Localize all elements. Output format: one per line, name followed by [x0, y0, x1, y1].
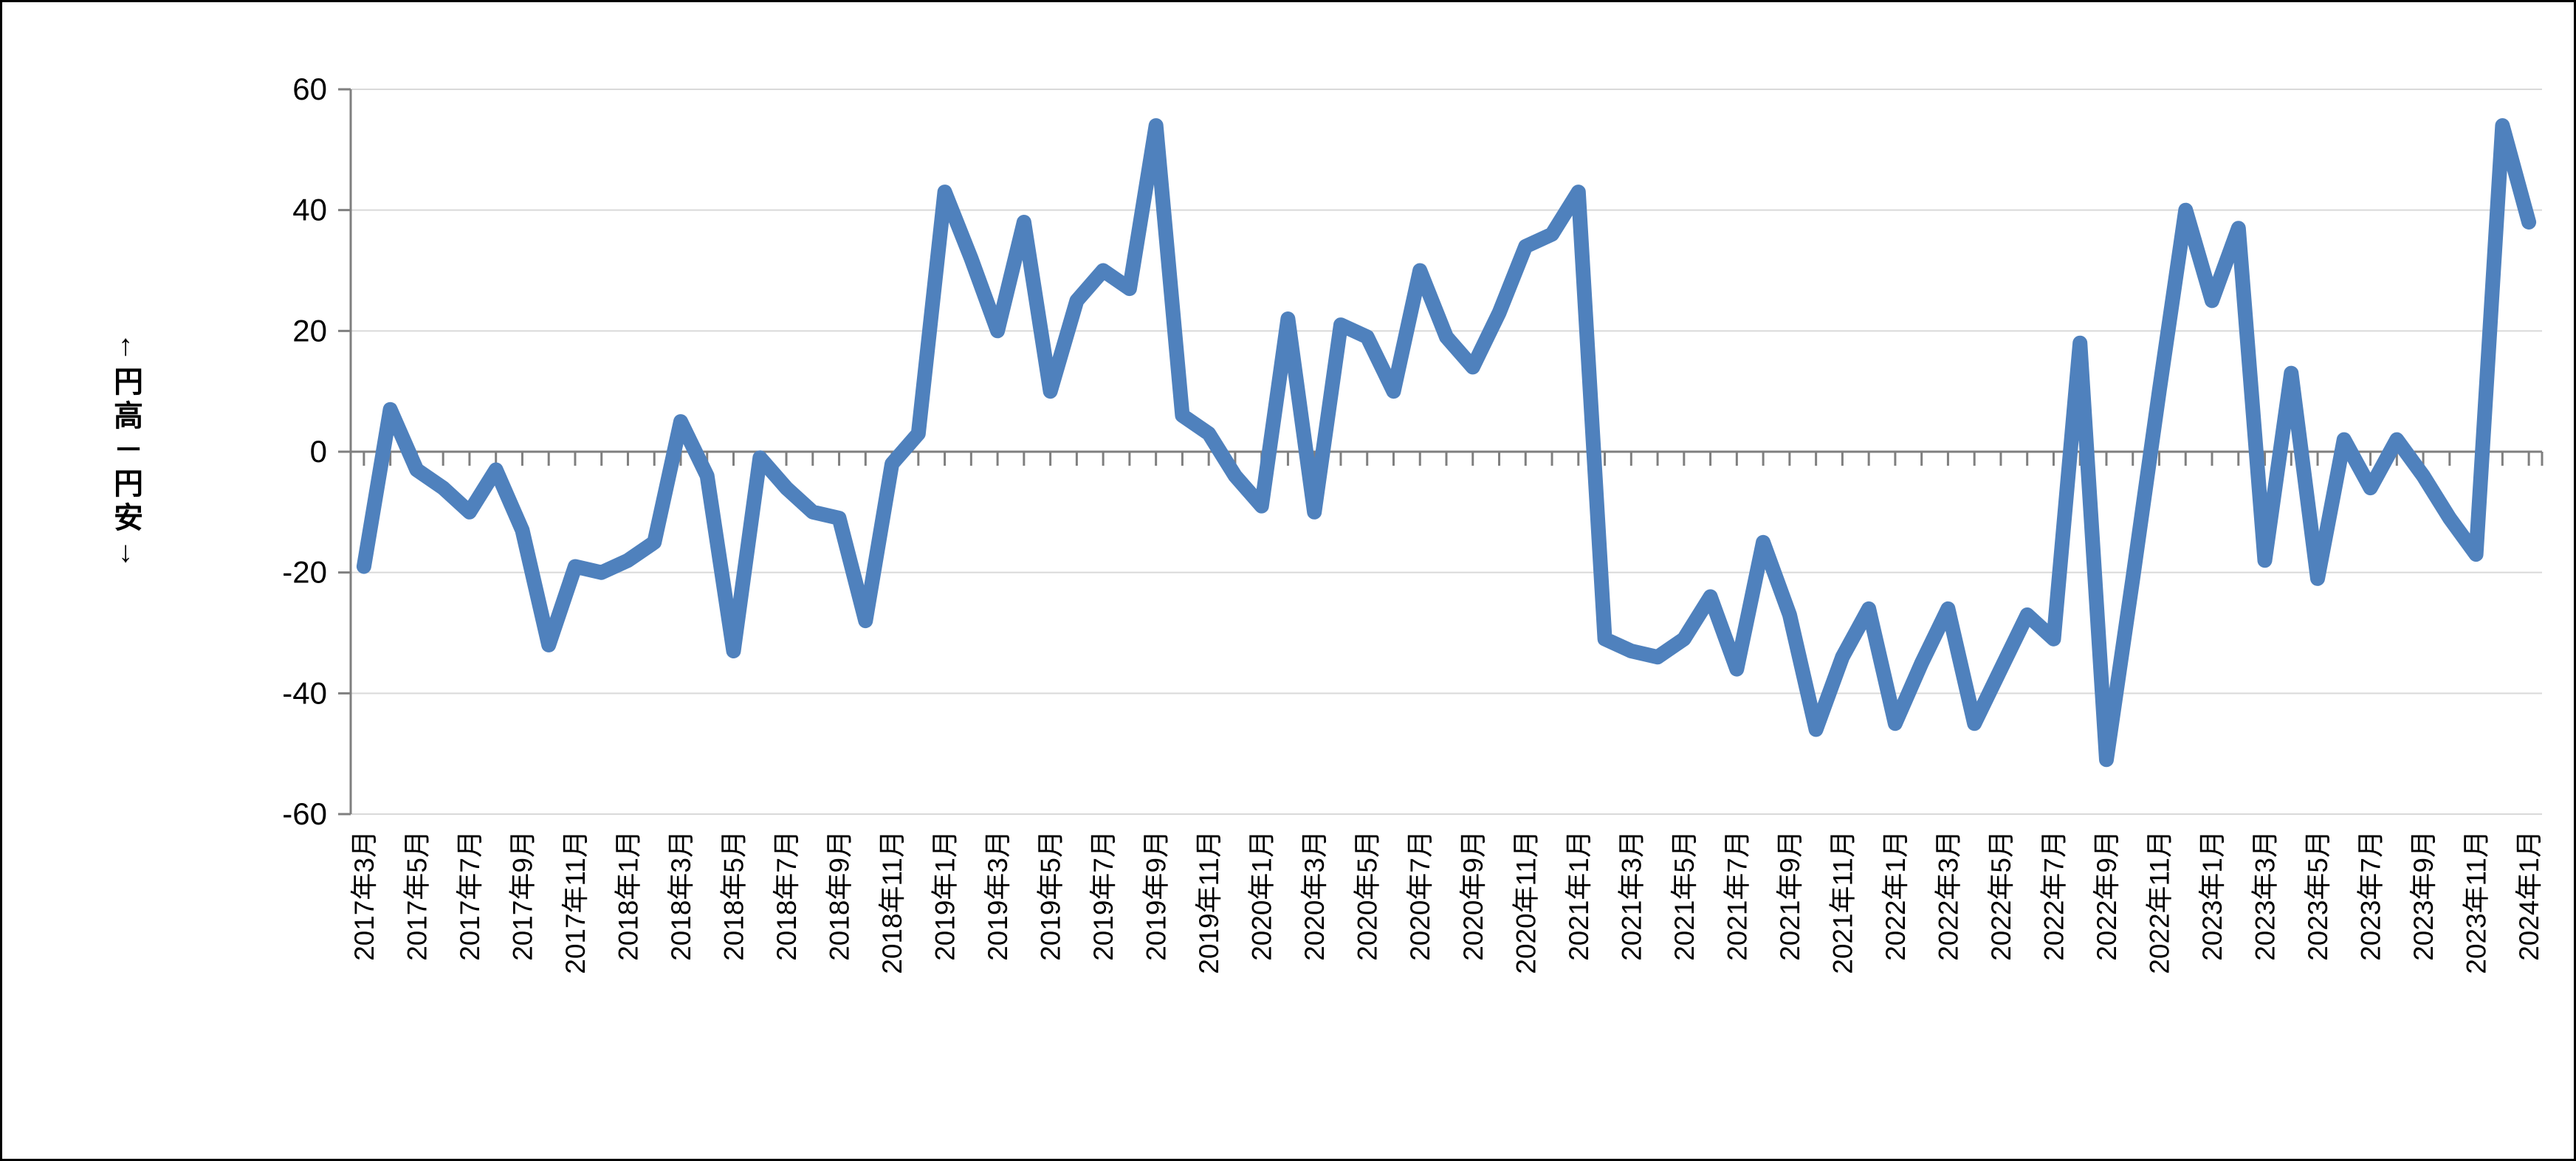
x-tick-label-2021年9月: 2021年9月 — [1775, 830, 1805, 961]
x-tick-label-2021年1月: 2021年1月 — [1564, 830, 1594, 961]
y-tick-label-60: 60 — [292, 72, 327, 106]
x-tick-label-2020年5月: 2020年5月 — [1353, 830, 1383, 961]
x-tick-label-2019年9月: 2019年9月 — [1141, 830, 1172, 961]
x-tick-label-2018年7月: 2018年7月 — [772, 830, 802, 961]
y-tick-label-20: 20 — [292, 313, 327, 348]
x-tick-label-2020年3月: 2020年3月 — [1299, 830, 1330, 961]
x-tick-label-2021年11月: 2021年11月 — [1827, 830, 1858, 974]
x-tick-label-2018年1月: 2018年1月 — [613, 830, 643, 961]
x-tick-label-2023年11月: 2023年11月 — [2462, 830, 2492, 974]
x-tick-label-2017年7月: 2017年7月 — [455, 830, 485, 961]
y-tick-label--20: -20 — [282, 555, 327, 590]
x-tick-label-2019年3月: 2019年3月 — [983, 830, 1013, 961]
x-tick-label-2021年5月: 2021年5月 — [1669, 830, 1700, 961]
x-tick-label-2022年9月: 2022年9月 — [2092, 830, 2122, 961]
x-tick-label-2022年11月: 2022年11月 — [2144, 830, 2174, 974]
x-tick-label-2021年3月: 2021年3月 — [1616, 830, 1646, 961]
y-tick-label--40: -40 — [282, 675, 327, 710]
x-tick-label-2020年7月: 2020年7月 — [1405, 830, 1435, 961]
y-tick-label-0: 0 — [310, 434, 327, 469]
y-tick-label--60: -60 — [282, 796, 327, 831]
x-tick-label-2018年9月: 2018年9月 — [825, 830, 855, 961]
x-tick-label-2023年5月: 2023年5月 — [2303, 830, 2333, 961]
x-tick-label-2022年5月: 2022年5月 — [1986, 830, 2016, 961]
x-tick-label-2019年5月: 2019年5月 — [1036, 830, 1066, 961]
x-tick-label-2023年1月: 2023年1月 — [2197, 830, 2228, 961]
x-tick-label-2022年3月: 2022年3月 — [1933, 830, 1963, 961]
x-tick-label-2017年11月: 2017年11月 — [560, 830, 591, 974]
x-tick-label-2021年7月: 2021年7月 — [1722, 830, 1752, 961]
x-tick-label-2023年9月: 2023年9月 — [2408, 830, 2439, 961]
x-tick-label-2020年1月: 2020年1月 — [1247, 830, 1277, 961]
x-tick-label-2017年5月: 2017年5月 — [402, 830, 432, 961]
x-tick-label-2018年11月: 2018年11月 — [877, 830, 907, 974]
x-tick-label-2018年5月: 2018年5月 — [719, 830, 749, 961]
y-tick-label-40: 40 — [292, 193, 327, 227]
x-tick-label-2017年3月: 2017年3月 — [349, 830, 379, 961]
x-tick-label-2023年3月: 2023年3月 — [2250, 830, 2281, 961]
x-tick-label-2019年7月: 2019年7月 — [1088, 830, 1119, 961]
x-tick-label-2020年11月: 2020年11月 — [1511, 830, 1541, 974]
x-tick-label-2019年11月: 2019年11月 — [1194, 830, 1224, 974]
x-tick-label-2022年7月: 2022年7月 — [2039, 830, 2069, 961]
x-tick-label-2022年1月: 2022年1月 — [1881, 830, 1911, 961]
x-tick-label-2018年3月: 2018年3月 — [666, 830, 696, 961]
y-axis-title: ↑円高－円安↓ — [109, 329, 142, 573]
x-tick-label-2020年9月: 2020年9月 — [1458, 830, 1488, 961]
x-tick-label-2017年9月: 2017年9月 — [507, 830, 537, 961]
x-tick-label-2019年1月: 2019年1月 — [930, 830, 961, 961]
data-series-line — [356, 118, 2537, 768]
x-tick-label-2024年1月: 2024年1月 — [2514, 830, 2544, 961]
x-tick-label-2023年7月: 2023年7月 — [2356, 830, 2386, 961]
